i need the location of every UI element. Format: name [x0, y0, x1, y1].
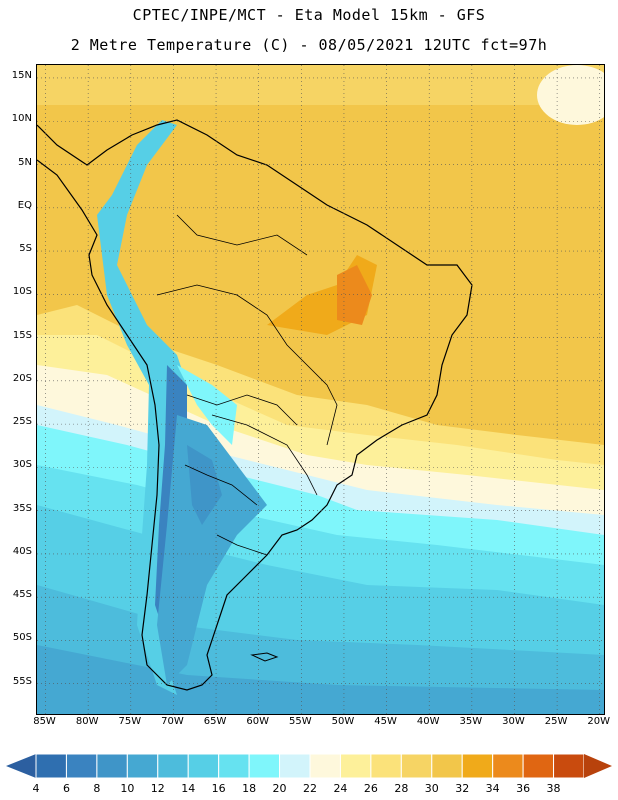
- lat-tick-label: 5S: [19, 243, 32, 255]
- colorbar-high-arrow: [584, 754, 612, 778]
- field-10: [37, 645, 604, 714]
- lat-tick-label: 5N: [18, 156, 32, 168]
- colorbar-cell: [65, 753, 98, 779]
- colorbar-tick-label: 32: [455, 782, 470, 795]
- colorbar-tick-label: 20: [272, 782, 287, 795]
- colorbar-low-arrow: [6, 754, 36, 778]
- lon-tick-label: 35W: [459, 716, 483, 727]
- lon-tick-label: 20W: [587, 716, 611, 727]
- lon-tick-label: 60W: [246, 716, 269, 727]
- colorbar-tick-label: 4: [32, 782, 40, 795]
- colorbar-tick-label: 14: [181, 782, 196, 795]
- border-line: [211, 414, 318, 496]
- field-warm-patch: [537, 65, 604, 125]
- border-line: [176, 214, 308, 256]
- chart-title: CPTEC/INPE/MCT - Eta Model 15km - GFS: [132, 6, 486, 24]
- colorbar-cell: [248, 753, 281, 779]
- lat-tick-label: 50S: [12, 632, 32, 644]
- lat-tick-label: 20S: [12, 372, 32, 384]
- colorbar-cells: [35, 753, 585, 779]
- lon-tick-label: 55W: [289, 716, 312, 727]
- colorbar-cell: [522, 753, 555, 779]
- colorbar-tick-label: 36: [516, 782, 531, 795]
- colorbar-cell: [187, 753, 220, 779]
- colorbar-tick-label: 38: [546, 782, 561, 795]
- border-line: [186, 394, 298, 426]
- field-altiplano: [177, 365, 237, 445]
- field-cold-core: [187, 445, 222, 525]
- colorbar-cell: [96, 753, 128, 779]
- falkland-islands: [250, 652, 279, 662]
- colorbar-cell: [370, 753, 402, 779]
- colorbar-tick-label: 24: [333, 782, 348, 795]
- lon-tick-label: 80W: [75, 716, 99, 727]
- lat-tick-label: 15N: [11, 69, 32, 81]
- colorbar-cell: [279, 753, 311, 779]
- lat-tick-label: 45S: [12, 589, 32, 601]
- colorbar-tick-label: 28: [394, 782, 409, 795]
- lat-tick-label: 40S: [12, 545, 32, 557]
- colorbar-tick-label: 16: [211, 782, 226, 795]
- colorbar-cell: [400, 753, 433, 779]
- colorbar-tick-label: 22: [303, 782, 317, 795]
- field-patagonia: [157, 415, 267, 685]
- lat-tick-label: 25S: [12, 416, 32, 428]
- lat-tick-label: 35S: [12, 502, 32, 514]
- colorbar: [6, 753, 612, 779]
- lon-tick-label: 70W: [161, 716, 184, 727]
- lon-tick-label: 65W: [203, 716, 227, 727]
- lat-tick-label: 55S: [12, 675, 32, 687]
- colorbar-tick-label: 12: [150, 782, 165, 795]
- lon-tick-label: 45W: [374, 716, 397, 727]
- temperature-map: [36, 64, 605, 715]
- colorbar-cell: [339, 753, 372, 779]
- colorbar-tick-label: 34: [485, 782, 500, 795]
- colorbar-tick-label: 30: [424, 782, 439, 795]
- lon-tick-label: 30W: [502, 716, 525, 727]
- lat-tick-label: 10S: [12, 286, 32, 298]
- colorbar-cell: [218, 753, 250, 779]
- border-line: [184, 464, 258, 506]
- coastline: [37, 119, 473, 691]
- colorbar-tick-label: 8: [93, 782, 101, 795]
- colorbar-cell: [157, 753, 189, 779]
- lat-tick-label: 10N: [11, 113, 32, 125]
- border-line: [156, 284, 338, 446]
- colorbar-cell: [461, 753, 494, 779]
- colorbar-tick-label: 6: [62, 782, 70, 795]
- lon-tick-label: 85W: [33, 716, 56, 727]
- colorbar-cell: [309, 753, 341, 779]
- colorbar-cell: [35, 753, 67, 779]
- lon-tick-label: 40W: [416, 716, 440, 727]
- colorbar-tick-label: 18: [242, 782, 257, 795]
- field-hot-spot: [337, 265, 372, 325]
- graticule: [37, 65, 604, 714]
- chart-subtitle: 2 Metre Temperature (C) - 08/05/2021 12U…: [70, 36, 548, 54]
- field-north-band: [37, 65, 604, 105]
- colorbar-cell: [553, 753, 585, 779]
- colorbar-cell: [492, 753, 524, 779]
- colorbar-cell: [126, 753, 159, 779]
- lon-tick-label: 25W: [544, 716, 568, 727]
- colorbar-tick-label: 26: [363, 782, 378, 795]
- colorbar-tick-label: 10: [120, 782, 135, 795]
- lon-tick-label: 50W: [331, 716, 355, 727]
- lat-tick-label: 30S: [12, 459, 32, 471]
- lat-tick-label: EQ: [17, 199, 32, 211]
- lon-tick-label: 75W: [118, 716, 142, 727]
- border-line: [216, 534, 268, 556]
- lat-tick-label: 15S: [12, 329, 32, 341]
- colorbar-cell: [431, 753, 463, 779]
